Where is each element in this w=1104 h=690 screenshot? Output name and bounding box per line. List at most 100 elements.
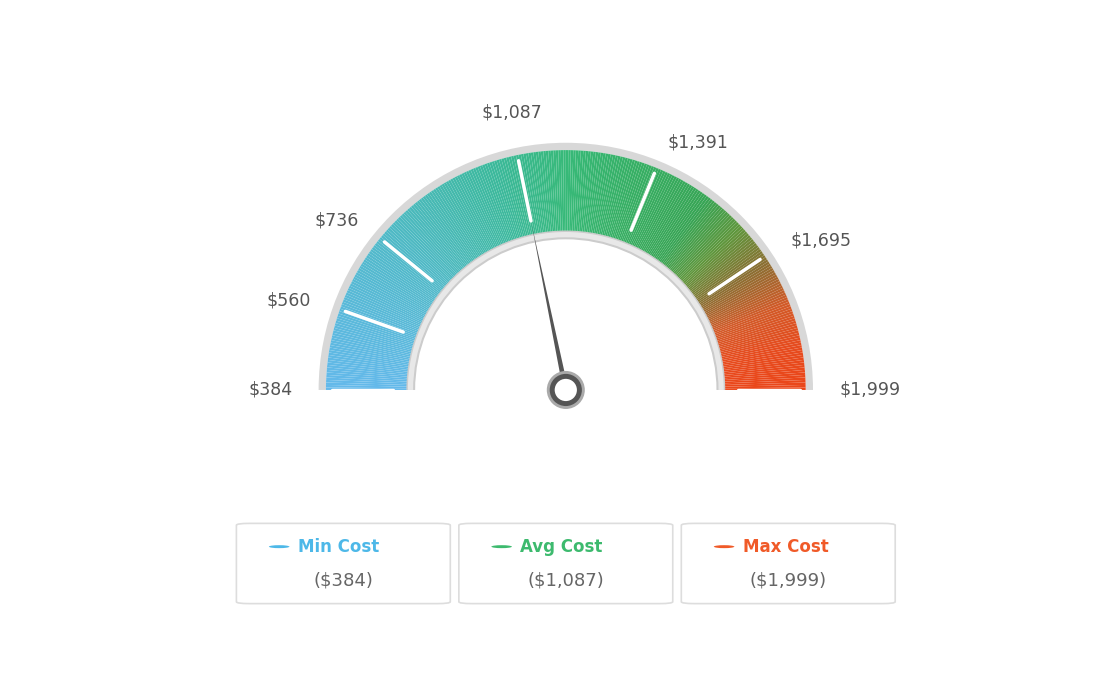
Circle shape — [546, 371, 585, 409]
Wedge shape — [380, 237, 446, 293]
Wedge shape — [672, 215, 732, 278]
Wedge shape — [703, 279, 779, 319]
Wedge shape — [692, 251, 763, 302]
Wedge shape — [581, 151, 591, 236]
Wedge shape — [487, 163, 517, 244]
Wedge shape — [331, 340, 414, 359]
Wedge shape — [582, 151, 593, 236]
FancyBboxPatch shape — [236, 524, 450, 604]
Wedge shape — [712, 311, 793, 340]
Wedge shape — [677, 222, 739, 283]
Wedge shape — [719, 350, 803, 366]
Wedge shape — [466, 171, 502, 249]
Wedge shape — [680, 228, 744, 286]
Wedge shape — [617, 164, 647, 244]
Wedge shape — [523, 153, 540, 237]
Wedge shape — [721, 377, 806, 384]
Wedge shape — [656, 195, 707, 264]
Wedge shape — [708, 295, 787, 330]
Wedge shape — [340, 306, 421, 337]
Wedge shape — [572, 150, 578, 235]
Wedge shape — [678, 224, 741, 284]
Wedge shape — [338, 313, 418, 342]
Wedge shape — [651, 190, 701, 262]
Wedge shape — [353, 277, 429, 318]
Wedge shape — [459, 174, 498, 251]
Wedge shape — [559, 150, 563, 235]
Wedge shape — [715, 326, 797, 350]
Wedge shape — [720, 365, 805, 375]
Wedge shape — [584, 152, 596, 236]
Wedge shape — [645, 184, 690, 257]
Wedge shape — [326, 385, 411, 388]
Wedge shape — [327, 370, 412, 379]
Wedge shape — [405, 210, 464, 275]
Wedge shape — [362, 262, 435, 308]
Wedge shape — [658, 197, 711, 266]
Wedge shape — [513, 155, 533, 239]
Wedge shape — [702, 277, 778, 318]
Wedge shape — [563, 150, 565, 235]
Wedge shape — [503, 157, 528, 240]
Wedge shape — [344, 295, 424, 330]
Wedge shape — [370, 249, 440, 300]
Wedge shape — [446, 181, 490, 256]
Text: $1,695: $1,695 — [790, 232, 852, 250]
Wedge shape — [622, 166, 654, 246]
Wedge shape — [718, 345, 802, 362]
Wedge shape — [455, 176, 496, 253]
Wedge shape — [526, 153, 542, 237]
Wedge shape — [569, 150, 573, 235]
Wedge shape — [327, 375, 411, 382]
Wedge shape — [669, 212, 729, 276]
Wedge shape — [721, 385, 806, 388]
Wedge shape — [535, 152, 548, 236]
Wedge shape — [612, 161, 640, 242]
Wedge shape — [615, 163, 645, 244]
Wedge shape — [694, 257, 767, 306]
Text: ($1,999): ($1,999) — [750, 571, 827, 589]
Wedge shape — [453, 177, 493, 253]
Wedge shape — [555, 150, 561, 235]
Wedge shape — [415, 202, 469, 270]
Wedge shape — [641, 181, 686, 256]
Wedge shape — [719, 348, 803, 364]
Wedge shape — [326, 380, 411, 385]
Wedge shape — [326, 382, 411, 386]
Wedge shape — [391, 224, 454, 284]
Wedge shape — [700, 270, 775, 314]
Wedge shape — [396, 219, 457, 280]
Wedge shape — [342, 302, 422, 335]
Circle shape — [491, 545, 512, 548]
Wedge shape — [721, 388, 806, 390]
Text: ($384): ($384) — [314, 571, 373, 589]
Wedge shape — [327, 362, 412, 374]
Text: $560: $560 — [266, 291, 310, 309]
Wedge shape — [652, 192, 703, 263]
Wedge shape — [427, 193, 477, 264]
Wedge shape — [499, 159, 524, 241]
Text: Max Cost: Max Cost — [743, 538, 829, 555]
Wedge shape — [413, 204, 468, 270]
Wedge shape — [638, 177, 679, 253]
Wedge shape — [716, 335, 800, 356]
Wedge shape — [378, 239, 445, 294]
Wedge shape — [364, 257, 437, 306]
Wedge shape — [433, 189, 481, 261]
Wedge shape — [330, 345, 414, 362]
Wedge shape — [475, 167, 509, 246]
Wedge shape — [331, 337, 414, 357]
Wedge shape — [336, 318, 417, 345]
Wedge shape — [646, 185, 692, 258]
Wedge shape — [519, 155, 537, 238]
Wedge shape — [702, 275, 777, 317]
Wedge shape — [657, 196, 709, 266]
Wedge shape — [359, 266, 433, 311]
Wedge shape — [403, 212, 463, 276]
Text: $384: $384 — [248, 381, 293, 399]
Circle shape — [714, 545, 734, 548]
FancyBboxPatch shape — [459, 524, 672, 604]
Wedge shape — [707, 288, 784, 326]
Wedge shape — [376, 241, 444, 295]
Wedge shape — [686, 237, 752, 293]
